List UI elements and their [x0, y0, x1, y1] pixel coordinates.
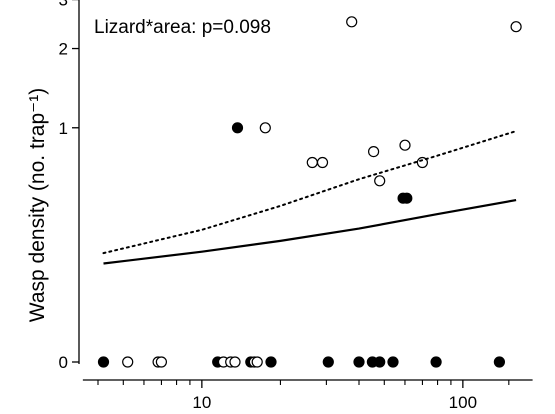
- y-tick-label: 1: [59, 119, 68, 138]
- open-data-point: [510, 21, 522, 33]
- chart-annotation: Lizard*area: p=0.098: [94, 17, 271, 38]
- open-data-point: [229, 356, 241, 368]
- filled-data-point: [374, 356, 386, 368]
- filled-data-point: [97, 356, 110, 368]
- filled-data-point: [387, 356, 399, 368]
- open-data-point: [346, 16, 358, 28]
- open-data-point: [122, 356, 134, 368]
- x-tick-label: 10: [192, 393, 211, 412]
- y-axis-title: Wasp density (no. trap⁻¹): [26, 88, 49, 322]
- open-data-point: [155, 356, 167, 368]
- filled-data-point: [430, 356, 442, 368]
- chart-marks: [97, 16, 522, 368]
- axes: 1010001234: [59, 0, 533, 412]
- filled-data-point: [493, 356, 505, 368]
- open-data-point: [368, 146, 380, 158]
- open-data-point: [399, 139, 411, 151]
- y-tick-label: 3: [59, 0, 68, 10]
- filled-data-point: [401, 192, 413, 204]
- open-data-point: [251, 356, 263, 368]
- open-data-point: [316, 156, 329, 169]
- fitted-curve-solid: [103, 199, 517, 265]
- fitted-curve-dotted: [102, 130, 518, 255]
- open-data-point: [306, 156, 318, 169]
- open-data-point: [374, 175, 386, 187]
- filled-data-point: [265, 356, 277, 368]
- y-tick-label: 0: [59, 353, 68, 372]
- y-tick-label: 2: [59, 40, 68, 59]
- open-data-point: [259, 122, 271, 134]
- filled-data-point: [353, 356, 365, 368]
- x-tick-label: 100: [449, 393, 477, 412]
- filled-data-point: [231, 122, 244, 134]
- filled-data-point: [322, 356, 334, 368]
